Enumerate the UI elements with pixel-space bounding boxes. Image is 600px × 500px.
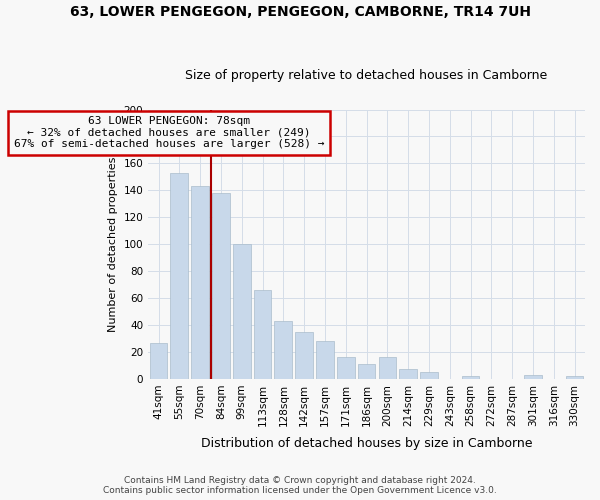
Bar bbox=[462, 376, 479, 379]
Bar bbox=[295, 332, 313, 379]
Bar bbox=[212, 193, 230, 379]
Bar bbox=[316, 341, 334, 379]
Y-axis label: Number of detached properties: Number of detached properties bbox=[108, 156, 118, 332]
Bar bbox=[566, 376, 583, 379]
Bar bbox=[233, 244, 251, 379]
Bar bbox=[379, 358, 396, 379]
Text: 63, LOWER PENGEGON, PENGEGON, CAMBORNE, TR14 7UH: 63, LOWER PENGEGON, PENGEGON, CAMBORNE, … bbox=[70, 5, 530, 19]
Bar bbox=[400, 370, 417, 379]
Bar bbox=[274, 321, 292, 379]
Bar bbox=[254, 290, 271, 379]
X-axis label: Distribution of detached houses by size in Camborne: Distribution of detached houses by size … bbox=[201, 437, 532, 450]
Bar bbox=[149, 342, 167, 379]
Bar bbox=[524, 375, 542, 379]
Bar bbox=[191, 186, 209, 379]
Title: Size of property relative to detached houses in Camborne: Size of property relative to detached ho… bbox=[185, 69, 548, 82]
Bar bbox=[420, 372, 438, 379]
Text: 63 LOWER PENGEGON: 78sqm
← 32% of detached houses are smaller (249)
67% of semi-: 63 LOWER PENGEGON: 78sqm ← 32% of detach… bbox=[14, 116, 324, 150]
Bar bbox=[170, 173, 188, 379]
Text: Contains HM Land Registry data © Crown copyright and database right 2024.
Contai: Contains HM Land Registry data © Crown c… bbox=[103, 476, 497, 495]
Bar bbox=[358, 364, 376, 379]
Bar bbox=[337, 358, 355, 379]
